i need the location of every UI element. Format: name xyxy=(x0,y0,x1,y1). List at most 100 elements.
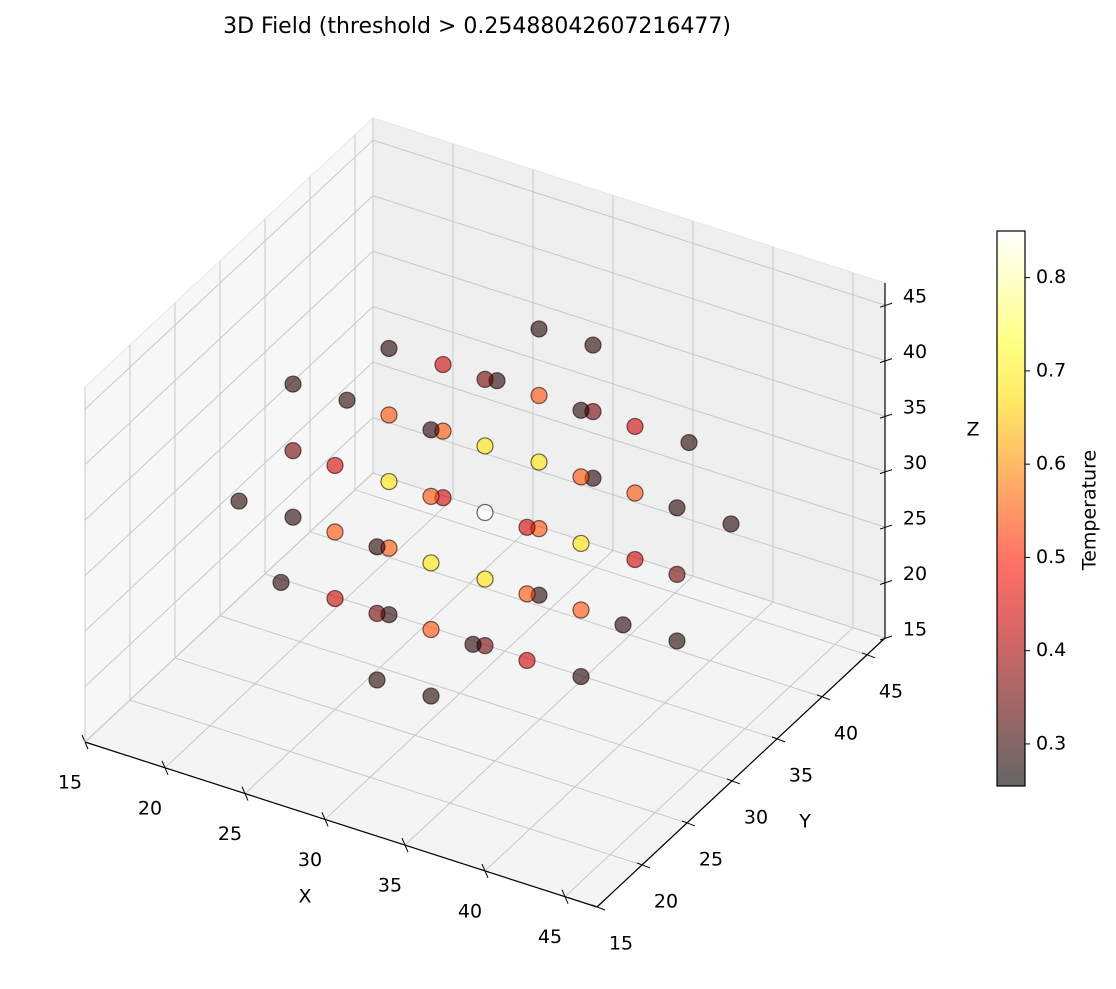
colorbar xyxy=(996,230,1026,787)
grid-line xyxy=(484,601,774,872)
tick-mark xyxy=(879,469,893,475)
grid-line xyxy=(84,139,374,410)
grid-line xyxy=(372,250,886,417)
z-tick-label: 30 xyxy=(903,452,927,474)
data-point xyxy=(572,667,590,686)
tick-mark xyxy=(879,524,893,530)
x-tick-label: 40 xyxy=(458,900,482,922)
z-tick-label: 15 xyxy=(903,619,927,641)
tick-mark xyxy=(879,302,893,308)
grid-line xyxy=(84,361,374,632)
data-point xyxy=(476,370,494,388)
y-tick-label: 40 xyxy=(834,722,858,744)
x-axis-label: X xyxy=(298,886,311,908)
colorbar-tick-label: 0.3 xyxy=(1036,732,1066,754)
data-point xyxy=(626,550,644,569)
grid-line xyxy=(372,195,886,362)
tick-mark xyxy=(879,358,893,364)
y-axis-label: Y xyxy=(798,811,811,833)
data-point xyxy=(422,554,440,572)
data-point xyxy=(422,487,440,505)
data-point xyxy=(422,620,440,639)
colorbar-tick-label: 0.8 xyxy=(1036,266,1066,288)
grid-line xyxy=(354,489,868,656)
data-point xyxy=(284,375,302,393)
x-tick-label: 45 xyxy=(538,926,562,948)
tick-mark xyxy=(879,413,893,419)
colorbar-tick-label: 0.7 xyxy=(1036,359,1066,381)
grid-line xyxy=(84,195,374,466)
data-point xyxy=(614,616,632,634)
data-point xyxy=(380,472,398,491)
grid-line xyxy=(129,699,643,866)
z-axis-label: Z xyxy=(966,419,979,441)
data-point xyxy=(572,401,590,419)
tick-mark xyxy=(879,635,893,641)
data-point xyxy=(338,391,356,409)
data-point xyxy=(626,417,644,436)
data-point xyxy=(422,687,440,705)
colorbar-tick-label: 0.5 xyxy=(1036,546,1066,568)
data-point xyxy=(530,320,548,338)
z-tick-label: 20 xyxy=(903,563,927,585)
data-point xyxy=(584,336,602,354)
grid-line xyxy=(372,361,886,528)
data-point xyxy=(326,589,344,608)
data-point xyxy=(572,468,590,486)
data-point xyxy=(530,386,548,405)
data-point xyxy=(434,355,452,374)
tick-mark xyxy=(726,778,741,785)
y-tick-label: 45 xyxy=(879,680,903,702)
z-tick-label: 40 xyxy=(903,341,927,363)
data-point xyxy=(518,518,536,536)
x-tick-label: 25 xyxy=(218,823,242,845)
chart-title: 3D Field (threshold > 0.2548804260721647… xyxy=(223,14,731,39)
tick-mark xyxy=(681,820,696,827)
data-point xyxy=(284,442,302,460)
grid-line xyxy=(372,139,886,306)
tick-mark xyxy=(636,862,651,869)
data-point xyxy=(476,570,494,588)
data-point xyxy=(380,406,398,424)
tick-mark xyxy=(879,580,893,586)
x-tick-label: 15 xyxy=(58,772,82,794)
data-point xyxy=(272,573,290,592)
grid-line xyxy=(164,498,454,769)
y-tick-label: 35 xyxy=(789,764,813,786)
axis-line xyxy=(596,637,886,908)
data-point xyxy=(518,585,536,603)
grid-line xyxy=(564,627,854,898)
data-point xyxy=(476,437,494,455)
data-point xyxy=(626,484,644,502)
data-point xyxy=(422,421,440,439)
colorbar-tick-label: 0.4 xyxy=(1036,639,1066,661)
data-point xyxy=(464,635,482,653)
grid-line xyxy=(324,549,614,820)
grid-line xyxy=(219,615,733,782)
z-tick-label: 35 xyxy=(903,397,927,419)
tick-mark xyxy=(771,736,786,743)
y-tick-label: 30 xyxy=(744,806,768,828)
data-point xyxy=(326,456,344,475)
grid-line xyxy=(84,306,374,576)
data-point xyxy=(668,632,686,650)
tick-mark xyxy=(816,694,831,701)
data-point xyxy=(680,433,698,452)
data-point xyxy=(368,538,386,556)
data-point xyxy=(668,499,686,517)
data-point xyxy=(368,604,386,622)
data-point xyxy=(572,534,590,553)
colorbar-label: Temperature xyxy=(1079,450,1101,571)
data-point xyxy=(230,492,248,510)
z-tick-label: 25 xyxy=(903,508,927,530)
grid-line xyxy=(372,306,886,473)
z-tick-label: 45 xyxy=(903,286,927,308)
grid-line xyxy=(84,250,374,521)
data-point xyxy=(668,565,686,583)
x-tick-label: 30 xyxy=(298,849,322,871)
x-tick-label: 35 xyxy=(378,875,402,897)
data-point xyxy=(572,601,590,619)
data-point xyxy=(284,508,302,526)
